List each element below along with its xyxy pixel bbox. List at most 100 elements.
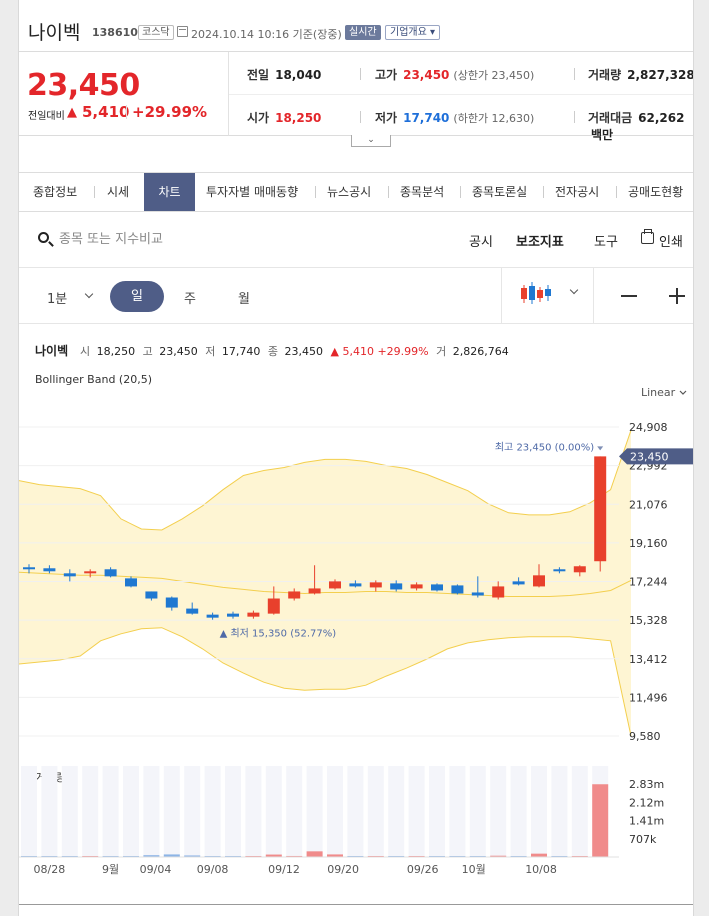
legend-close: 23,450 <box>285 345 324 358</box>
tab-investor-trading[interactable]: 투자자별 매매동향 <box>206 185 299 199</box>
candle <box>308 565 321 595</box>
zoom-in-icon[interactable] <box>676 288 678 304</box>
stat-label: 시가 <box>247 111 270 125</box>
stock-code: 138610 <box>92 26 138 39</box>
candle <box>288 588 301 601</box>
candle-body <box>186 608 199 614</box>
candle <box>84 569 97 578</box>
legend-indicator: Bollinger Band (20,5) <box>35 373 152 386</box>
divider <box>460 186 461 198</box>
candle-body <box>43 568 56 572</box>
period-day-button[interactable]: 일 <box>110 281 164 312</box>
print-icon[interactable] <box>641 229 654 244</box>
candle <box>533 564 545 588</box>
candle-body <box>63 573 76 577</box>
candle-body <box>165 597 178 608</box>
candle <box>451 584 464 595</box>
volume-slot <box>184 766 201 857</box>
candle <box>410 582 423 591</box>
candle <box>369 580 382 592</box>
zoom-out-icon[interactable] <box>621 295 637 297</box>
calendar-icon <box>177 26 188 37</box>
chevron-down-icon[interactable] <box>84 289 94 299</box>
divider <box>315 186 316 198</box>
legend-stock-name: 나이벡 <box>35 343 68 358</box>
divider <box>94 186 95 198</box>
tab-overview[interactable]: 종합정보 <box>33 185 78 199</box>
tab-discussion[interactable]: 종목토론실 <box>472 185 528 199</box>
search-input[interactable] <box>59 229 259 249</box>
candle-body <box>573 566 586 573</box>
tab-short-selling[interactable]: 공매도현황 <box>628 185 684 199</box>
divider <box>616 186 617 198</box>
scale-select[interactable]: Linear <box>641 386 676 399</box>
notice-button[interactable]: 공시 <box>469 235 493 250</box>
candle <box>186 602 199 615</box>
legend-volume: 2,826,764 <box>453 345 509 358</box>
tab-chart[interactable]: 차트 <box>144 173 195 211</box>
max-marker-icon <box>597 446 604 451</box>
search-icon[interactable] <box>38 232 49 243</box>
y-tick-label: 15,328 <box>629 614 668 627</box>
candle <box>471 576 484 598</box>
tools-button[interactable]: 도구 <box>594 235 618 250</box>
volume-panel: 거래량2.83m2.12m1.41m707k08/289월09/0409/080… <box>19 766 664 876</box>
tab-analysis[interactable]: 종목분석 <box>400 185 445 199</box>
x-tick-label: 09/08 <box>197 863 229 876</box>
print-button[interactable]: 인쇄 <box>659 235 683 250</box>
y-tick-label: 13,412 <box>629 653 668 666</box>
up-arrow-icon: ▲ <box>67 105 77 120</box>
legend-change: ▲ 5,410 +29.99% <box>331 345 429 358</box>
volume-slot <box>408 766 425 857</box>
chart-type-select[interactable] <box>501 268 594 323</box>
legend-volume-label: 거 <box>436 345 446 358</box>
indicator-button[interactable]: 보조지표 <box>516 235 564 250</box>
legend-close-label: 종 <box>268 345 278 358</box>
bollinger-fill <box>19 430 631 736</box>
period-week-button[interactable]: 주 <box>184 292 196 307</box>
candle <box>329 579 341 590</box>
divider <box>574 68 575 80</box>
tab-disclosure[interactable]: 전자공시 <box>555 185 600 199</box>
volume-bar <box>265 854 282 857</box>
current-price-marker <box>619 448 693 465</box>
candle <box>227 611 239 619</box>
candle <box>553 567 566 574</box>
y-axis: 24,90822,99221,07619,16017,24415,32813,4… <box>619 421 693 743</box>
divider <box>543 186 544 198</box>
volume-slot <box>265 766 282 857</box>
bollinger-lower <box>19 627 632 737</box>
volume-bar <box>592 784 609 857</box>
bollinger-middle <box>19 571 632 597</box>
volume-tick-label: 707k <box>629 833 657 846</box>
price-chart[interactable]: 24,90822,99221,07619,16017,24415,32813,4… <box>19 330 694 904</box>
candle-body <box>471 592 484 596</box>
legend-open-label: 시 <box>80 345 90 358</box>
divider <box>126 105 127 119</box>
candle <box>43 565 56 574</box>
stat-prev-close: 전일 18,040 <box>247 66 321 83</box>
chevron-down-icon[interactable] <box>679 390 687 395</box>
candle-body <box>267 598 280 614</box>
bollinger-upper <box>19 430 632 531</box>
minute-select[interactable]: 1분 <box>47 292 68 307</box>
volume-slot <box>286 766 303 857</box>
y-tick-label: 9,580 <box>629 730 661 743</box>
candle-body <box>492 586 505 598</box>
volume-bar <box>286 855 303 857</box>
legend-low: 17,740 <box>222 345 261 358</box>
company-overview-button[interactable]: 기업개요 ▾ <box>385 25 440 40</box>
tab-news[interactable]: 뉴스공시 <box>327 185 372 199</box>
x-tick-label: 09/12 <box>268 863 300 876</box>
price-stats: 전일 18,040 고가 23,450 (상한가 23,450) 거래량 2,827,3… <box>229 52 693 142</box>
candle <box>390 580 403 592</box>
stat-low: 저가 17,740 (하한가 12,630) <box>375 109 534 126</box>
period-month-button[interactable]: 월 <box>238 292 250 307</box>
volume-slot <box>61 766 78 857</box>
amount-unit: 백만 <box>591 128 614 142</box>
current-price-label: 23,450 <box>630 450 669 463</box>
volume-slot <box>510 766 527 857</box>
volume-tick-label: 2.83m <box>629 778 664 791</box>
tab-quotes[interactable]: 시세 <box>107 185 130 199</box>
chevron-down-icon[interactable]: ⌄ <box>351 135 391 147</box>
